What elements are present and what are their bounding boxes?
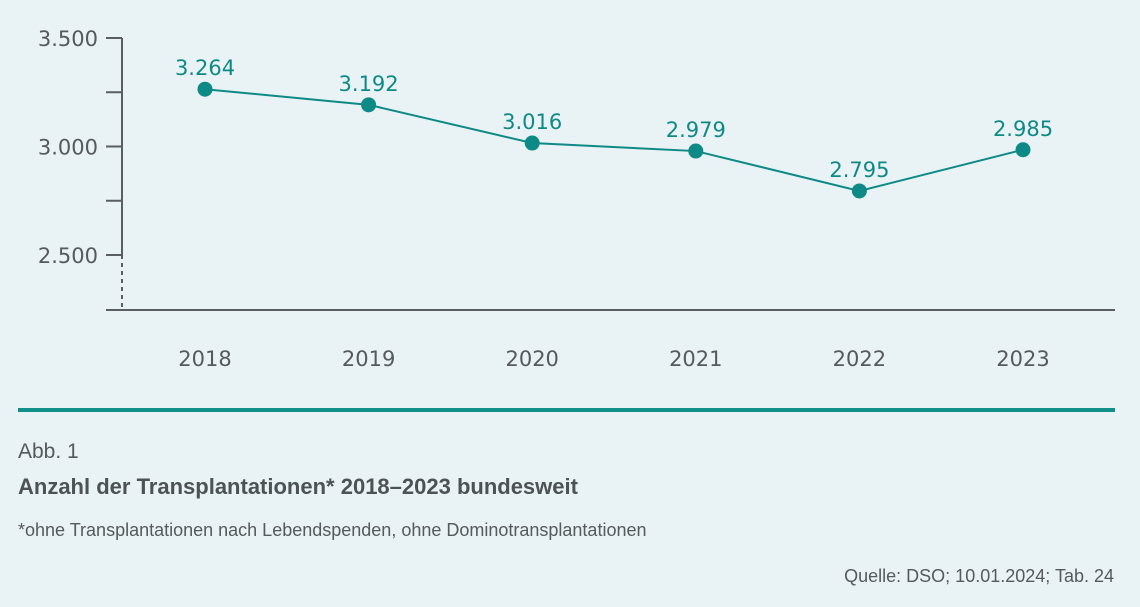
x-tick-label: 2018 (178, 347, 231, 371)
figure-footnote: *ohne Transplantationen nach Lebendspend… (18, 520, 647, 540)
data-point (688, 143, 704, 159)
data-label: 2.795 (829, 158, 889, 182)
x-tick-label: 2020 (505, 347, 558, 371)
data-label: 3.192 (339, 72, 399, 96)
x-tick-label: 2021 (669, 347, 722, 371)
caption-divider (18, 408, 1115, 412)
y-tick-label: 3.000 (38, 136, 98, 160)
data-point (851, 183, 867, 199)
data-label: 2.979 (666, 118, 726, 142)
x-tick-label: 2019 (342, 347, 395, 371)
data-label: 3.264 (175, 56, 235, 80)
y-axis: 3.500 3.000 2.500 (38, 27, 123, 310)
data-point (524, 135, 540, 151)
figure-number: Abb. 1 (18, 440, 79, 463)
data-point (361, 97, 377, 113)
x-tick-label: 2023 (996, 347, 1049, 371)
series-line (204, 88, 1024, 193)
y-tick-label: 2.500 (38, 244, 98, 268)
line-chart: 3.500 3.000 2.500 2018 2019 2020 2021 2022 2023… (38, 27, 1115, 371)
data-point (1015, 142, 1031, 158)
x-axis: 2018 2019 2020 2021 2022 2023 (106, 309, 1115, 371)
y-tick-label: 3.500 (38, 27, 98, 51)
data-point (197, 81, 213, 97)
data-label: 2.985 (993, 117, 1053, 141)
figure-source: Quelle: DSO; 10.01.2024; Tab. 24 (844, 566, 1114, 586)
figure-title: Anzahl der Transplantationen* 2018–2023 … (18, 474, 578, 499)
x-tick-label: 2022 (833, 347, 886, 371)
data-label: 3.016 (502, 110, 562, 134)
series-transplantationen: 3.264 3.192 3.016 2.979 2.795 2.985 (175, 56, 1053, 199)
